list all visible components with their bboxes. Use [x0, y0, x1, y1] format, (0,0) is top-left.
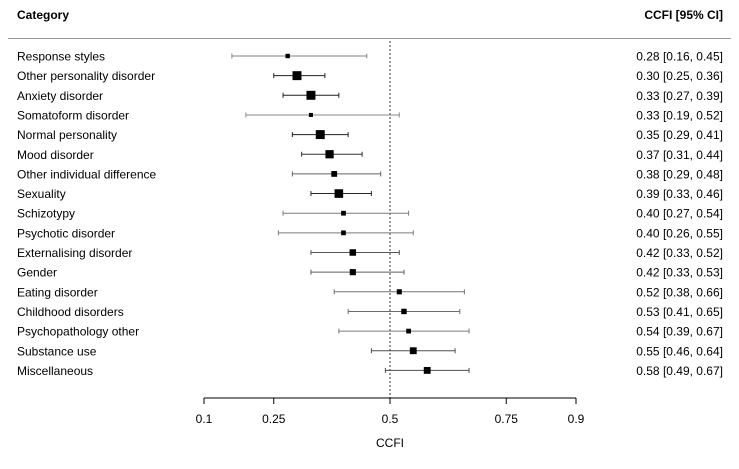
row-label: Gender	[17, 266, 57, 280]
point-estimate	[306, 90, 316, 100]
point-estimate	[292, 71, 302, 81]
row-value: 0.38 [0.29, 0.48]	[636, 167, 723, 181]
point-estimate	[315, 130, 325, 140]
row-label: Anxiety disorder	[17, 89, 103, 103]
row-label: Substance use	[17, 344, 97, 358]
row-value: 0.40 [0.27, 0.54]	[636, 207, 723, 221]
row-value: 0.55 [0.46, 0.64]	[636, 344, 723, 358]
point-estimate	[409, 347, 417, 355]
row-value: 0.30 [0.25, 0.36]	[636, 69, 723, 83]
point-estimate	[396, 289, 402, 295]
row-value: 0.33 [0.27, 0.39]	[636, 89, 723, 103]
point-estimate	[423, 366, 431, 374]
row-label: Schizotypy	[17, 207, 75, 221]
point-estimate	[349, 269, 356, 276]
row-label: Sexuality	[17, 187, 66, 201]
point-estimate	[341, 210, 346, 216]
row-value: 0.42 [0.33, 0.52]	[636, 246, 723, 260]
row-label: Response styles	[17, 50, 105, 64]
x-axis-label: CCFI	[376, 436, 404, 450]
row-label: Externalising disorder	[17, 246, 132, 260]
row-label: Other personality disorder	[17, 69, 155, 83]
header-divider	[8, 38, 731, 39]
column-header-category: Category	[17, 8, 70, 22]
point-estimate	[331, 171, 338, 177]
row-label: Eating disorder	[17, 285, 98, 299]
row-label: Childhood disorders	[17, 305, 124, 319]
point-estimate	[325, 150, 334, 159]
row-value: 0.53 [0.41, 0.65]	[636, 305, 723, 319]
row-label: Somatoform disorder	[17, 108, 129, 122]
point-estimate	[341, 230, 346, 236]
x-tick-label: 0.75	[495, 412, 519, 426]
point-estimate	[406, 328, 411, 334]
row-label: Normal personality	[17, 128, 117, 142]
x-tick-label: 0.1	[196, 412, 213, 426]
column-header-ccfi: CCFI [95% CI]	[644, 8, 723, 22]
point-estimate	[401, 308, 407, 315]
x-tick-label: 0.9	[568, 412, 585, 426]
row-value: 0.54 [0.39, 0.67]	[636, 325, 723, 339]
x-tick-label: 0.25	[262, 412, 286, 426]
row-label: Mood disorder	[17, 148, 94, 162]
row-value: 0.58 [0.49, 0.67]	[636, 364, 723, 378]
point-estimate	[334, 189, 344, 198]
row-value: 0.42 [0.33, 0.53]	[636, 266, 723, 280]
row-value: 0.39 [0.33, 0.46]	[636, 187, 723, 201]
row-value: 0.33 [0.19, 0.52]	[636, 108, 723, 122]
row-value: 0.52 [0.38, 0.66]	[636, 285, 723, 299]
row-value: 0.40 [0.26, 0.55]	[636, 226, 723, 240]
point-estimate	[285, 53, 290, 59]
x-tick-label: 0.5	[382, 412, 399, 426]
point-estimate	[308, 112, 313, 117]
row-label: Miscellaneous	[17, 364, 93, 378]
row-value: 0.37 [0.31, 0.44]	[636, 148, 723, 162]
row-label: Other individual difference	[17, 167, 157, 181]
row-label: Psychopathology other	[17, 325, 139, 339]
row-value: 0.35 [0.29, 0.41]	[636, 128, 723, 142]
point-estimate	[349, 249, 357, 256]
row-label: Psychotic disorder	[17, 226, 115, 240]
row-value: 0.28 [0.16, 0.45]	[636, 50, 723, 64]
